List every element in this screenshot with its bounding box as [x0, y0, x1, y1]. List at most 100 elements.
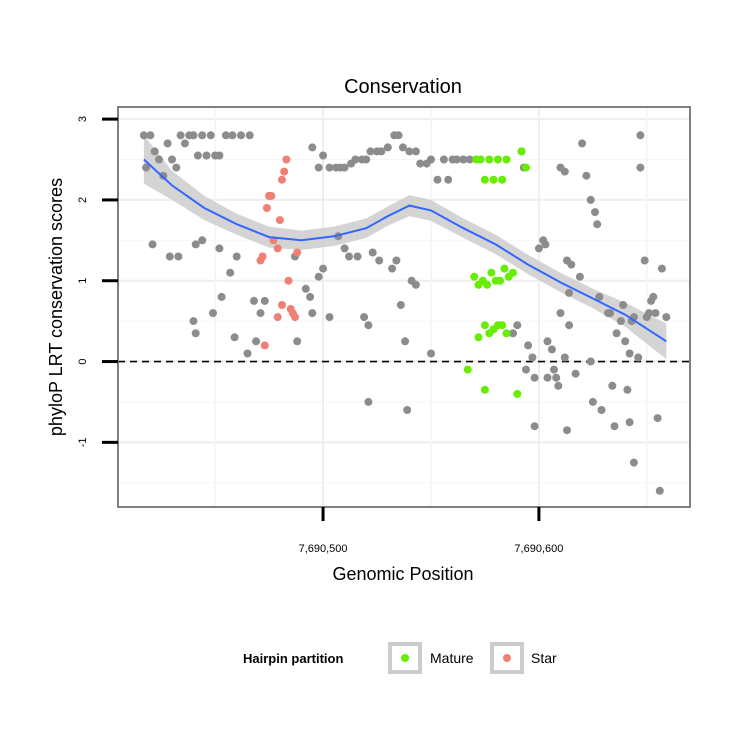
- data-point-mature: [509, 268, 517, 277]
- data-point-other: [364, 321, 373, 330]
- y-axis-title: phyloP LRT conservation scores: [46, 178, 66, 436]
- data-point-other: [625, 349, 634, 358]
- data-point-other: [653, 414, 662, 423]
- data-point-star: [256, 256, 265, 265]
- data-point-mature: [476, 155, 485, 164]
- data-point-other: [375, 256, 384, 265]
- data-point-other: [606, 309, 615, 318]
- data-point-other: [377, 147, 386, 156]
- data-point-other: [308, 143, 317, 152]
- data-point-other: [215, 244, 224, 253]
- data-point-other: [636, 131, 645, 140]
- data-point-other: [552, 373, 561, 382]
- data-point-other: [595, 292, 604, 301]
- data-point-other: [360, 313, 369, 322]
- data-point-other: [198, 236, 207, 245]
- data-point-other: [237, 131, 245, 140]
- data-point-other: [226, 268, 235, 277]
- chart-title: Conservation: [344, 76, 462, 98]
- data-point-other: [543, 373, 552, 382]
- data-point-mature: [498, 321, 507, 330]
- data-point-other: [625, 418, 634, 427]
- data-point-other: [191, 240, 200, 249]
- data-point-other: [148, 240, 157, 249]
- data-point-other: [433, 175, 442, 184]
- data-point-other: [394, 131, 403, 140]
- data-point-star: [275, 216, 284, 225]
- y-axis: -1 0 1 2 3: [77, 116, 118, 447]
- data-point-other: [228, 131, 237, 140]
- data-point-other: [252, 337, 261, 346]
- data-point-other: [530, 373, 539, 382]
- x-axis-title: Genomic Position: [332, 564, 473, 584]
- data-points: [139, 131, 671, 495]
- data-point-other: [649, 292, 658, 301]
- data-point-star: [260, 341, 269, 350]
- data-point-other: [146, 131, 155, 140]
- data-point-other: [340, 163, 349, 172]
- y-tick-label: 1: [77, 278, 89, 284]
- data-point-star: [284, 276, 293, 285]
- data-point-other: [256, 309, 265, 318]
- data-point-other: [398, 143, 407, 152]
- data-point-other: [565, 288, 574, 297]
- data-point-other: [163, 139, 172, 148]
- data-point-other: [353, 252, 362, 261]
- data-point-other: [150, 147, 159, 156]
- data-point-star: [293, 248, 302, 257]
- data-point-star: [273, 313, 282, 322]
- data-point-mature: [480, 321, 489, 330]
- data-point-mature: [502, 155, 511, 164]
- data-point-other: [206, 131, 215, 140]
- data-point-other: [411, 280, 420, 289]
- data-point-other: [651, 309, 660, 318]
- data-point-other: [193, 151, 202, 160]
- data-point-other: [209, 309, 217, 318]
- y-tick-label: 0: [77, 358, 89, 364]
- data-point-mature: [485, 155, 494, 164]
- data-point-other: [534, 244, 543, 253]
- data-point-other: [139, 131, 148, 140]
- data-point-other: [319, 264, 328, 273]
- data-point-other: [340, 244, 349, 253]
- data-point-other: [530, 422, 539, 431]
- data-point-other: [366, 147, 375, 156]
- data-point-other: [396, 301, 405, 309]
- data-point-other: [597, 406, 606, 414]
- x-axis: 7,690,500 7,690,600: [299, 507, 563, 555]
- legend-dot-mature: [401, 654, 409, 662]
- data-point-star: [267, 191, 276, 200]
- data-point-star: [291, 313, 299, 322]
- data-point-other: [619, 301, 628, 309]
- data-point-other: [427, 349, 435, 358]
- y-tick-label: 3: [77, 116, 89, 122]
- data-point-mature: [489, 175, 498, 184]
- data-point-other: [293, 337, 302, 346]
- data-point-other: [452, 155, 461, 164]
- data-point-other: [550, 365, 558, 374]
- data-point-other: [189, 131, 198, 140]
- data-point-other: [610, 422, 619, 431]
- legend-dot-star: [503, 654, 511, 662]
- data-point-other: [586, 195, 595, 204]
- data-point-other: [345, 252, 353, 261]
- data-point-star: [282, 155, 291, 164]
- data-point-mature: [522, 163, 530, 172]
- data-point-other: [524, 341, 533, 350]
- data-point-other: [567, 260, 576, 269]
- data-point-other: [351, 155, 360, 164]
- data-point-other: [645, 309, 653, 318]
- data-point-other: [616, 317, 625, 326]
- data-point-other: [243, 349, 252, 358]
- data-point-other: [621, 337, 630, 346]
- data-point-other: [392, 256, 401, 265]
- data-point-mature: [498, 175, 507, 184]
- data-point-other: [176, 131, 185, 140]
- data-point-other: [230, 333, 239, 342]
- data-point-other: [172, 163, 181, 172]
- data-point-other: [636, 163, 645, 172]
- data-point-other: [401, 337, 410, 346]
- data-point-other: [444, 175, 453, 184]
- data-point-other: [560, 353, 569, 362]
- data-point-other: [301, 284, 310, 293]
